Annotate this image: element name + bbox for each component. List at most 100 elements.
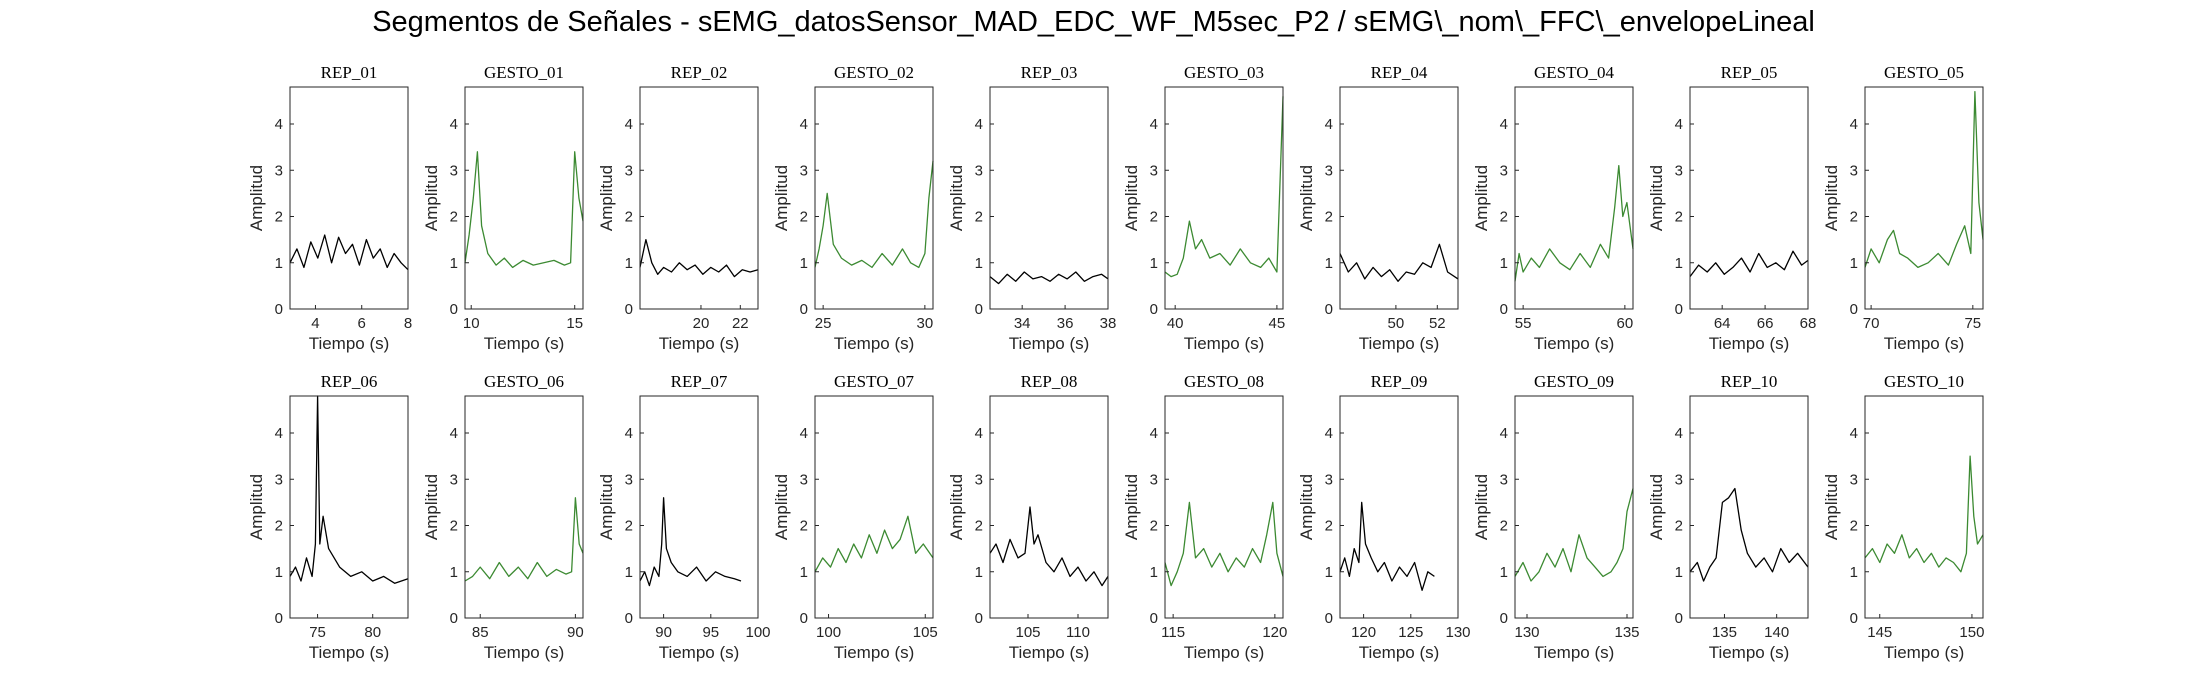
x-tick-label: 105 [1015,624,1040,641]
y-tick-label: 1 [1675,255,1683,272]
y-tick-label: 3 [275,162,283,179]
signal-line [639,497,742,587]
signal-line [814,160,934,269]
subplot-title: REP_06 [321,372,378,391]
x-tick-label: 75 [309,624,326,641]
y-tick-label: 4 [275,116,283,133]
x-tick-label: 55 [1515,315,1532,332]
subplot: REP_08 0 1 2 3 4 105 110 Tiempo (s) Amplitud [947,372,1109,662]
x-axis-label: Tiempo (s) [1184,334,1265,353]
x-tick-label: 130 [1445,624,1470,641]
subplot: GESTO_09 0 1 2 3 4 130 135 Tiempo (s) Amplitud [1472,372,1640,662]
y-tick-label: 0 [1675,301,1683,318]
x-tick-label: 38 [1100,315,1117,332]
x-tick-label: 140 [1764,624,1789,641]
signal-line [1339,243,1459,282]
signal-line [989,506,1109,587]
subplot: REP_05 0 1 2 3 4 64 66 68 Tiempo (s) Amplitud [1647,63,1816,353]
axes-box [464,395,584,619]
y-tick-label: 2 [275,518,283,535]
y-tick-label: 1 [625,255,633,272]
y-tick-label: 0 [975,610,983,627]
x-axis-label: Tiempo (s) [1884,334,1965,353]
x-tick-label: 6 [358,315,366,332]
y-tick-label: 1 [275,255,283,272]
y-axis-label: Amplitud [1472,165,1491,231]
signal-line [1864,455,1984,573]
y-axis-label: Amplitud [1297,165,1316,231]
x-tick-label: 64 [1714,315,1731,332]
axes-box [289,395,409,619]
x-tick-label: 4 [311,315,319,332]
axes-box [1689,395,1809,619]
x-tick-label: 130 [1514,624,1539,641]
y-tick-label: 0 [450,301,458,318]
y-tick-label: 1 [1500,255,1508,272]
subplot: REP_02 0 1 2 3 4 20 22 Tiempo (s) Amplitud [597,63,759,353]
x-axis-label: Tiempo (s) [1884,643,1965,662]
subplot: REP_09 0 1 2 3 4 120 125 130 Tiempo (s) Amplitud [1297,372,1471,662]
y-tick-label: 1 [1150,564,1158,581]
x-tick-label: 70 [1863,315,1880,332]
y-tick-label: 1 [975,255,983,272]
x-tick-label: 100 [816,624,841,641]
y-axis-label: Amplitud [1297,474,1316,540]
subplot-title: REP_02 [671,63,728,82]
subplot: REP_10 0 1 2 3 4 135 140 Tiempo (s) Amplitud [1647,372,1809,662]
y-tick-label: 4 [800,425,808,442]
y-tick-label: 2 [1675,518,1683,535]
axes-box [1339,86,1459,310]
subplot-title: REP_08 [1021,372,1078,391]
x-tick-label: 66 [1757,315,1774,332]
y-tick-label: 0 [1325,610,1333,627]
axes-box [639,86,759,310]
x-tick-label: 10 [463,315,480,332]
y-axis-label: Amplitud [1472,474,1491,540]
y-tick-label: 2 [1500,518,1508,535]
subplot: GESTO_10 0 1 2 3 4 145 150 Tiempo (s) Amplitud [1822,372,1984,662]
y-tick-label: 4 [1150,116,1158,133]
y-tick-label: 1 [1150,255,1158,272]
y-axis-label: Amplitud [597,474,616,540]
x-axis-label: Tiempo (s) [1184,643,1265,662]
y-tick-label: 3 [1325,162,1333,179]
y-tick-label: 4 [975,116,983,133]
y-axis-label: Amplitud [247,474,266,540]
y-tick-label: 4 [1675,116,1683,133]
y-tick-label: 0 [1150,301,1158,318]
y-tick-label: 4 [450,116,458,133]
subplot: GESTO_07 0 1 2 3 4 100 105 Tiempo (s) Amplitud [772,372,938,662]
y-tick-label: 0 [1675,610,1683,627]
y-tick-label: 2 [275,209,283,226]
y-tick-label: 0 [1850,301,1858,318]
subplot-title: GESTO_05 [1884,63,1964,82]
y-tick-label: 3 [975,162,983,179]
y-tick-label: 0 [1850,610,1858,627]
y-tick-label: 3 [800,162,808,179]
y-tick-label: 4 [1150,425,1158,442]
y-axis-label: Amplitud [1647,165,1666,231]
x-tick-label: 50 [1388,315,1405,332]
y-axis-label: Amplitud [947,165,966,231]
x-axis-label: Tiempo (s) [484,643,565,662]
x-tick-label: 36 [1057,315,1074,332]
axes-box [1689,86,1809,310]
y-tick-label: 2 [1675,209,1683,226]
x-tick-label: 80 [364,624,381,641]
y-axis-label: Amplitud [247,165,266,231]
y-tick-label: 4 [1850,425,1858,442]
y-tick-label: 2 [1850,518,1858,535]
x-tick-label: 22 [732,315,749,332]
axes-box [464,86,584,310]
x-tick-label: 40 [1167,315,1184,332]
y-tick-label: 4 [275,425,283,442]
x-axis-label: Tiempo (s) [1009,334,1090,353]
x-tick-label: 15 [566,315,583,332]
axes-box [1864,395,1984,619]
subplot: GESTO_08 0 1 2 3 4 115 120 Tiempo (s) Amplitud [1122,372,1287,662]
x-axis-label: Tiempo (s) [1534,334,1615,353]
